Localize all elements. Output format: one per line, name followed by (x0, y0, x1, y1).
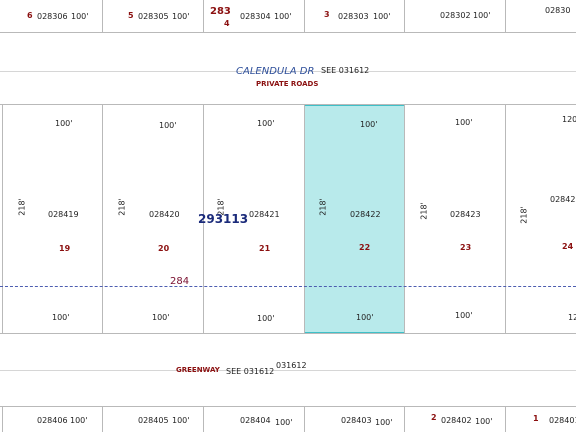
parcel-number[interactable]: 028403 (341, 416, 372, 425)
lot-number: 24 (562, 242, 574, 251)
lot-number: 22 (359, 243, 371, 252)
lot-number: 6 (27, 11, 33, 20)
frontage-dimension: 120 (562, 115, 576, 124)
frontage-dimension: 100' (274, 12, 292, 21)
lot-line (203, 0, 204, 32)
lot-number: 5 (128, 11, 134, 20)
side-dimension: 218' (318, 198, 328, 216)
lot-number: 2 (431, 413, 437, 422)
frontage-dimension: 100' (375, 418, 393, 427)
frontage-dimension: 12 (568, 313, 576, 322)
parcel-number[interactable]: 028419 (48, 210, 79, 219)
lot-line (505, 0, 506, 32)
side-dimension: 218' (17, 198, 27, 216)
parcel-number[interactable]: 028406 (37, 416, 68, 425)
lot-line (102, 406, 103, 432)
parcel-number[interactable]: 028304 (240, 12, 271, 21)
block-boundary-line (0, 286, 576, 287)
road-centerline (0, 71, 576, 72)
lot-number: 4 (224, 19, 230, 28)
road-name: CALENDULA DR (236, 66, 315, 77)
lot-line (505, 104, 506, 333)
lot-number: 23 (460, 243, 472, 252)
parcel-number[interactable]: 028422 (350, 210, 381, 219)
lot-number: 19 (59, 244, 71, 253)
lot-line (404, 406, 405, 432)
frontage-dimension: 100' (257, 314, 275, 323)
frontage-dimension: 100' (159, 121, 177, 130)
road-name: GREENWAY (176, 366, 220, 374)
side-dimension: 218' (519, 206, 529, 224)
boundary-line (0, 104, 576, 105)
parcel-number[interactable]: 02830 (545, 6, 571, 15)
parcel-number[interactable]: 028423 (450, 210, 481, 219)
parcel-number[interactable]: 02842 (550, 195, 576, 204)
lot-line (304, 0, 305, 32)
lot-line (304, 104, 305, 333)
frontage-dimension: 100' (473, 11, 491, 20)
frontage-dimension: 100' (152, 313, 170, 322)
boundary-line (0, 32, 576, 33)
frontage-dimension: 100' (455, 118, 473, 127)
lot-line (2, 104, 3, 333)
frontage-dimension: 100' (475, 417, 493, 426)
frontage-dimension: 100' (172, 12, 190, 21)
frontage-dimension: 100' (455, 311, 473, 320)
parcel-number[interactable]: 028404 (240, 416, 271, 425)
frontage-dimension: 100' (275, 418, 293, 427)
selected-parcel-highlight[interactable] (304, 105, 405, 333)
see-reference: 031612 (276, 361, 307, 370)
see-reference: SEE 031612 (226, 367, 275, 376)
parcel-number[interactable]: 028405 (138, 416, 169, 425)
frontage-dimension: 100' (360, 120, 378, 129)
parcel-number[interactable]: 028402 (441, 416, 472, 425)
parcel-number[interactable]: 028303 (338, 12, 369, 21)
parcel-number[interactable]: 028302 (440, 11, 471, 20)
parcel-number[interactable]: 028420 (149, 210, 180, 219)
frontage-dimension: 100' (172, 416, 190, 425)
side-dimension: 218' (419, 202, 429, 220)
lot-line (2, 406, 3, 432)
see-reference: SEE 031612 (321, 66, 370, 75)
lot-line (404, 0, 405, 32)
boundary-line (0, 333, 576, 334)
road-note: PRIVATE ROADS (256, 80, 319, 88)
frontage-dimension: 100' (55, 119, 73, 128)
lot-number: 1 (533, 414, 539, 423)
frontage-dimension: 100' (257, 119, 275, 128)
lot-line (404, 104, 405, 333)
frontage-dimension: 100' (71, 12, 89, 21)
lot-line (505, 406, 506, 432)
lot-line (203, 406, 204, 432)
lot-line (102, 104, 103, 333)
parcel-number[interactable]: 028421 (249, 210, 280, 219)
road-centerline (0, 370, 576, 371)
frontage-dimension: 100' (356, 313, 374, 322)
parcel-number[interactable]: 028305 (138, 12, 169, 21)
side-dimension: 218' (117, 198, 127, 216)
lot-line (203, 104, 204, 333)
frontage-dimension: 100' (373, 12, 391, 21)
block-number: 293113 (198, 212, 249, 226)
lot-number: 3 (324, 10, 330, 19)
frontage-dimension: 100' (52, 313, 70, 322)
boundary-line (0, 406, 576, 407)
frontage-dimension: 100' (70, 416, 88, 425)
lot-number: 21 (259, 244, 271, 253)
block-label: 284 (170, 276, 190, 287)
lot-number: 20 (158, 244, 170, 253)
parcel-number[interactable]: 028306 (37, 12, 68, 21)
lot-line (304, 406, 305, 432)
lot-line (102, 0, 103, 32)
parcel-number[interactable]: 028401 (549, 416, 576, 425)
block-label: 283 (210, 6, 231, 17)
